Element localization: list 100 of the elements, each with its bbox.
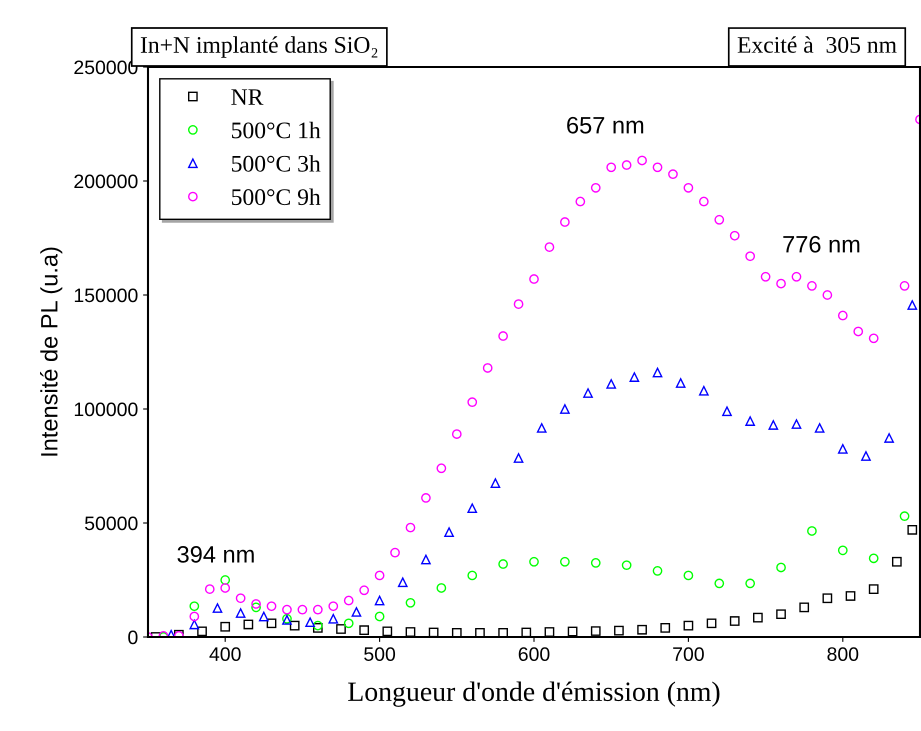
point [452, 628, 462, 637]
point [838, 546, 848, 556]
point [282, 604, 292, 614]
point [436, 463, 446, 474]
point [258, 612, 269, 622]
point [406, 627, 416, 637]
point [189, 620, 200, 630]
y-tick-label: 250000 [74, 60, 138, 74]
point [359, 625, 370, 636]
point [652, 368, 662, 378]
chart-title: In+N implanté dans SiO₂ [140, 36, 378, 58]
point [846, 591, 856, 601]
point [706, 618, 716, 628]
point [544, 242, 554, 252]
y-axis-title: Intensité de PL (u.a) [40, 248, 62, 456]
point [390, 548, 400, 558]
point [807, 281, 817, 291]
point [382, 626, 392, 636]
point [236, 608, 246, 618]
point [204, 584, 215, 594]
point [352, 607, 362, 617]
point [792, 419, 802, 429]
point [822, 290, 832, 300]
point [622, 560, 632, 570]
point [838, 310, 848, 320]
point [684, 570, 694, 580]
point [560, 217, 570, 227]
legend-label: 500°C 9h [232, 188, 320, 206]
point [907, 300, 918, 310]
y-tick-label: 150000 [74, 288, 138, 302]
point [668, 169, 678, 180]
point [799, 602, 810, 612]
point [467, 570, 478, 580]
point [583, 388, 593, 398]
point [698, 196, 709, 206]
point [498, 628, 508, 637]
point [290, 620, 300, 630]
point [498, 331, 508, 341]
point [853, 326, 864, 336]
y-tick-label: 200000 [74, 174, 138, 188]
point [892, 556, 902, 567]
point [220, 583, 230, 593]
point [776, 278, 786, 288]
point [189, 601, 200, 612]
point [328, 614, 338, 624]
point [498, 559, 508, 569]
x-tick-label: 500 [364, 647, 396, 662]
point [606, 379, 616, 389]
point [606, 162, 616, 172]
point [521, 628, 532, 637]
point [236, 593, 246, 604]
point [374, 596, 384, 606]
point [807, 526, 817, 536]
point [336, 624, 346, 634]
point [676, 378, 686, 388]
point [529, 274, 539, 284]
point [900, 511, 910, 522]
annotation: 776 nm [783, 236, 860, 253]
point [406, 598, 416, 608]
point [884, 433, 894, 443]
legend-label: 500°C 1h [232, 122, 320, 138]
point [244, 620, 254, 630]
x-tick-label: 700 [673, 647, 704, 662]
point [467, 503, 478, 514]
point [590, 182, 601, 193]
point [220, 575, 230, 585]
point [753, 612, 763, 622]
point [266, 618, 276, 628]
point [814, 423, 824, 433]
point [652, 566, 662, 576]
point [514, 299, 524, 309]
point [421, 493, 431, 503]
point [428, 628, 438, 637]
point [467, 397, 478, 408]
annotation: 394 nm [177, 546, 254, 563]
x-tick-label: 600 [518, 647, 550, 662]
point [220, 622, 230, 632]
point [482, 363, 493, 373]
x-axis-title: Longueur d'onde d'émission (nm) [348, 682, 720, 707]
point [698, 386, 709, 396]
point [266, 601, 276, 612]
point [637, 624, 647, 635]
point [590, 558, 601, 568]
point [907, 524, 918, 535]
point [730, 230, 740, 241]
point [475, 628, 485, 637]
point [684, 620, 694, 630]
point [197, 626, 207, 636]
point [490, 478, 500, 488]
point [838, 444, 848, 454]
point [861, 451, 871, 461]
point [536, 423, 547, 433]
x-tick-label: 800 [827, 647, 858, 662]
point [730, 616, 740, 626]
legend-label: 500°C 3h [232, 155, 320, 172]
point [575, 196, 586, 206]
point [251, 599, 261, 609]
point [637, 156, 647, 166]
point [684, 182, 694, 193]
point [328, 601, 338, 612]
